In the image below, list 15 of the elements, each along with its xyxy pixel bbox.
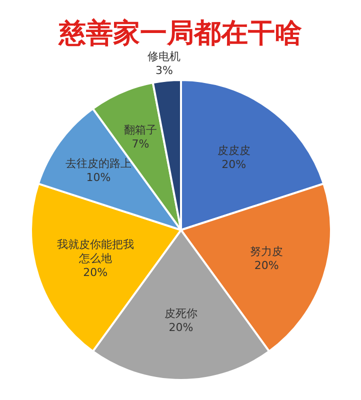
slice-label: 努力皮 [250,244,284,258]
slice-label: 我就皮你能把我怎么地 [56,238,134,265]
slice-label: 翻箱子 [124,123,157,136]
slice-label: 去往皮的路上 [65,157,132,170]
data-label: 20% [83,266,108,279]
data-label: 20% [222,158,246,172]
slice-label: 修电机 [148,50,181,63]
data-label: 20% [254,258,279,272]
data-label: 7% [132,137,150,150]
data-label: 10% [86,171,111,184]
data-label: 3% [156,64,173,77]
chart-title: 慈善家一局都在干啥 [58,18,302,49]
slice-label: 皮皮皮 [217,144,250,158]
data-label: 20% [168,321,194,334]
slice-label: 皮死你 [164,307,198,320]
